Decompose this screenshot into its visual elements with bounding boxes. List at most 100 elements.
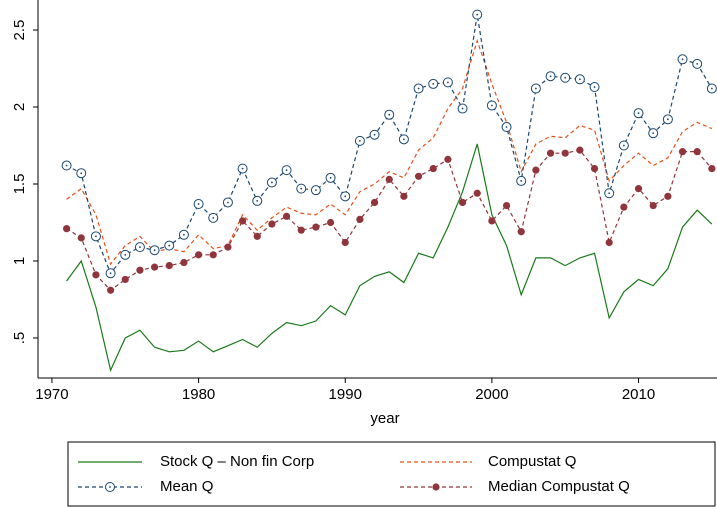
marker-dot <box>183 233 185 236</box>
marker-dot <box>505 126 508 128</box>
marker <box>605 238 613 247</box>
marker-dot <box>329 176 332 179</box>
x-tick-label: 1980 <box>182 386 215 403</box>
marker-dot <box>95 235 97 238</box>
x-tick-label: 2010 <box>622 386 655 403</box>
marker <box>693 148 701 156</box>
x-tick-label: 1990 <box>329 386 362 403</box>
y-tick-label: 2 <box>11 103 28 111</box>
series-line <box>66 149 713 292</box>
marker <box>165 262 173 270</box>
marker <box>432 483 440 491</box>
marker <box>576 146 584 154</box>
marker <box>385 175 393 183</box>
marker-dot <box>549 75 552 78</box>
series-line <box>66 14 713 275</box>
marker-dot <box>520 180 523 182</box>
marker-dot <box>359 139 361 142</box>
y-tick-label: 2.5 <box>11 20 28 41</box>
series-line <box>66 38 713 266</box>
marker-dot <box>446 81 449 84</box>
x-axis-title: year <box>370 410 399 427</box>
series-line <box>66 143 713 373</box>
marker <box>678 148 687 156</box>
marker-dot <box>681 58 684 61</box>
x-tick-label: 2000 <box>475 386 508 403</box>
marker <box>209 251 217 259</box>
marker-dot <box>417 87 420 90</box>
marker-dot <box>300 187 303 190</box>
marker-dot <box>622 144 625 147</box>
marker-dot <box>285 169 288 172</box>
marker <box>664 192 672 200</box>
marker <box>532 166 540 174</box>
marker-dot <box>241 167 244 170</box>
marker <box>458 198 467 207</box>
marker <box>106 286 115 294</box>
marker <box>92 271 100 279</box>
marker <box>620 203 628 211</box>
marker <box>180 258 188 267</box>
marker-dot <box>139 246 141 249</box>
marker <box>194 251 203 259</box>
marker <box>502 201 511 210</box>
marker-dot <box>608 192 611 195</box>
marker-dot <box>168 244 171 247</box>
marker-dot <box>124 253 127 256</box>
marker-dot <box>461 107 464 110</box>
marker-dot <box>271 181 273 184</box>
legend-label: Median Compustat Q <box>488 478 630 495</box>
marker <box>590 164 599 173</box>
marker <box>77 234 85 242</box>
marker <box>561 149 569 157</box>
marker-dot <box>227 201 229 204</box>
marker <box>297 226 305 234</box>
marker <box>282 212 291 220</box>
legend-label: Compustat Q <box>488 453 576 470</box>
marker-dot <box>212 216 215 219</box>
marker <box>370 198 379 207</box>
marker-dot <box>652 132 655 135</box>
marker-dot <box>315 189 317 192</box>
marker <box>224 243 232 251</box>
legend-box <box>67 441 716 507</box>
y-tick-label: 1.5 <box>11 174 28 195</box>
marker <box>253 232 261 240</box>
marker <box>238 217 247 225</box>
marker <box>414 172 423 180</box>
marker-dot <box>388 113 391 116</box>
marker <box>326 218 335 227</box>
marker <box>488 217 496 225</box>
marker <box>136 266 144 274</box>
marker <box>429 164 437 173</box>
legend-label: Mean Q <box>160 478 213 495</box>
marker <box>312 223 320 231</box>
marker <box>546 149 555 157</box>
marker <box>517 228 525 236</box>
marker <box>268 220 276 228</box>
marker-dot <box>256 200 259 202</box>
marker <box>341 238 349 247</box>
marker-dot <box>65 164 68 167</box>
marker-dot <box>109 486 111 488</box>
marker-dot <box>490 104 493 107</box>
marker-dot <box>109 272 112 275</box>
marker-dot <box>534 87 537 90</box>
marker <box>634 185 643 193</box>
marker <box>150 263 159 271</box>
x-tick-label: 1970 <box>35 386 68 403</box>
marker-dot <box>696 62 699 65</box>
marker <box>649 201 657 210</box>
y-tick-label: .5 <box>11 332 28 345</box>
marker <box>400 192 408 200</box>
marker-dot <box>666 118 669 121</box>
marker <box>708 164 716 173</box>
marker-dot <box>402 138 405 141</box>
marker-dot <box>373 133 376 136</box>
marker-dot <box>153 249 156 252</box>
marker-dot <box>578 78 581 81</box>
legend-label: Stock Q – Non fin Corp <box>160 453 314 470</box>
marker-dot <box>476 13 479 16</box>
marker <box>121 275 129 284</box>
